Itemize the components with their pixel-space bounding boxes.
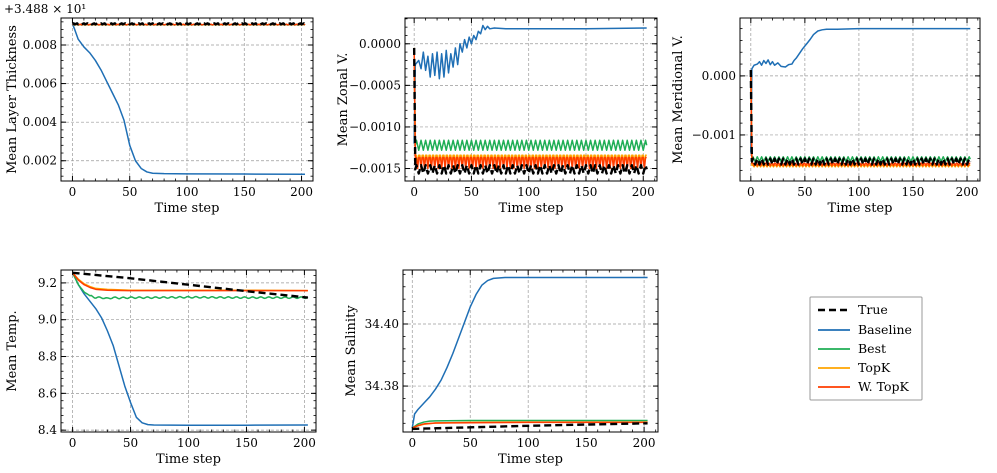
x-tick-label: 100	[847, 185, 870, 199]
legend-frame	[809, 296, 923, 401]
x-tick-label: 150	[575, 185, 598, 199]
series-group	[71, 271, 309, 426]
series-baseline-line	[413, 24, 647, 144]
x-tick-label: 200	[633, 436, 656, 450]
x-tick-label: 0	[747, 185, 755, 199]
series-w-topk-line	[413, 47, 647, 170]
series-topk-line	[750, 69, 971, 168]
series-baseline-line	[750, 27, 971, 153]
y-tick-label: 0.000	[702, 69, 736, 83]
x-axis-label: Time step	[498, 452, 563, 467]
legend-topk-label: TopK	[858, 360, 891, 375]
y-offset-label: +3.488 × 10¹	[4, 2, 86, 16]
chart-meridional: 0 50 100 150 200 0.000 −0.001 Time step Mean Mer…	[671, 17, 981, 216]
y-axis-label: Mean Meridional V.	[671, 35, 686, 164]
series-group	[412, 24, 648, 175]
legend-best-label: Best	[858, 341, 886, 356]
y-tick-label: 34.38	[365, 379, 399, 393]
chart-temp: 0 50 100 150 200 8.4 8.6 8.8 9.0 9.2 Time step Mean…	[5, 269, 317, 467]
series-w-topk-line	[72, 272, 308, 292]
series-w-topk-line	[750, 69, 971, 167]
y-tick-label: 8.4	[38, 423, 57, 437]
series-group	[411, 276, 648, 431]
series-true-line	[749, 69, 972, 166]
x-axis-label: Time step	[156, 452, 221, 467]
series-best-line	[750, 69, 971, 163]
x-tick-label: 150	[902, 185, 925, 199]
x-tick-label: 100	[517, 185, 540, 199]
chart-thickness: 0 50 100 150 200 0.002 0.004 0.006 0.008 Time ste…	[4, 2, 314, 216]
series-baseline-line	[71, 23, 305, 175]
plot-frame	[404, 17, 658, 182]
series-true-line	[72, 271, 309, 299]
y-axis-label: Mean Layer Thickness	[5, 25, 20, 174]
y-tick-label: −0.0015	[349, 162, 401, 176]
x-tick-label: 200	[632, 185, 655, 199]
y-tick-label: 0.004	[23, 115, 58, 129]
series-w-topk-line	[411, 421, 648, 429]
x-tick-label: 100	[517, 436, 540, 450]
y-tick-label: 0.0000	[359, 37, 401, 51]
y-tick-label: 8.6	[38, 386, 57, 400]
x-axis-label: Time step	[155, 201, 220, 216]
y-tick-label: 9.0	[38, 313, 57, 327]
x-tick-label: 200	[956, 185, 979, 199]
chart-salinity: 0 50 100 150 200 34.38 34.40 Time step Mean Sali…	[344, 269, 659, 467]
series-best-line	[71, 272, 309, 300]
x-tick-label: 50	[797, 185, 812, 199]
x-tick-label: 50	[123, 436, 138, 450]
y-tick-label: −0.0010	[349, 120, 401, 134]
series-best-line	[413, 47, 648, 151]
y-tick-label: 34.40	[365, 317, 399, 331]
x-tick-label: 0	[69, 185, 77, 199]
y-tick-label: 8.8	[38, 350, 57, 364]
x-tick-label: 0	[410, 185, 418, 199]
series-baseline-line	[71, 272, 308, 426]
plot-frame	[739, 17, 981, 182]
series-true-line	[412, 47, 648, 175]
legend-true-label: True	[858, 302, 888, 317]
x-tick-label: 50	[463, 436, 478, 450]
legend-baseline-label: Baseline	[858, 322, 912, 337]
y-tick-label: −0.0005	[349, 78, 401, 92]
y-tick-label: 0.006	[23, 77, 57, 91]
x-tick-label: 100	[177, 436, 200, 450]
series-baseline-line	[411, 276, 648, 429]
x-tick-label: 50	[464, 185, 479, 199]
x-tick-label: 0	[69, 436, 77, 450]
x-axis-label: Time step	[828, 201, 893, 216]
series-true-line	[71, 22, 306, 26]
x-axis-label: Time step	[499, 201, 564, 216]
y-axis-label: Mean Zonal V.	[336, 53, 351, 147]
chart-zonal: 0 50 100 150 200 0.0000 −0.0005 −0.0010 −0.0015 T…	[336, 17, 658, 216]
x-tick-label: 150	[575, 436, 598, 450]
x-tick-label: 150	[233, 185, 256, 199]
x-tick-label: 200	[293, 436, 316, 450]
x-tick-label: 150	[235, 436, 258, 450]
series-group	[749, 27, 972, 168]
legend: True Baseline Best TopK W. TopK	[809, 296, 923, 401]
y-axis-label: Mean Temp.	[5, 310, 20, 391]
y-tick-label: −0.001	[692, 128, 736, 142]
series-best-line	[411, 419, 648, 429]
series-group	[71, 22, 306, 175]
x-tick-label: 100	[176, 185, 199, 199]
x-tick-label: 0	[408, 436, 416, 450]
plot-frame	[402, 269, 659, 433]
x-tick-label: 50	[122, 185, 137, 199]
x-tick-label: 200	[290, 185, 313, 199]
series-true-line	[412, 422, 648, 431]
y-axis-label: Mean Salinity	[344, 305, 359, 397]
y-tick-label: 9.2	[38, 276, 57, 290]
y-tick-label: 0.002	[23, 154, 57, 168]
legend-wtopk-label: W. TopK	[858, 379, 910, 394]
chart-panels: 0 50 100 150 200 0.002 0.004 0.006 0.008 Time ste…	[4, 2, 981, 467]
y-tick-label: 0.008	[23, 38, 57, 52]
